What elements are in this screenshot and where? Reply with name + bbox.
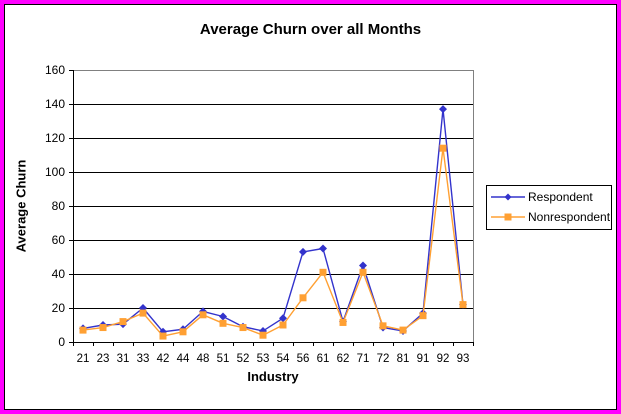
- y-tick-label: 40: [51, 267, 65, 281]
- x-tick-label: 21: [76, 353, 90, 365]
- x-tick-label: 62: [336, 353, 350, 365]
- marker-diamond-respondent: [439, 105, 447, 114]
- y-tick-label: 20: [51, 301, 65, 315]
- legend-item-nonrespondent: Nonrespondent: [487, 207, 611, 227]
- x-tick-label: 71: [356, 353, 370, 365]
- legend-items: Respondent Nonrespondent: [487, 187, 611, 227]
- y-tick-label: 120: [44, 131, 65, 145]
- legend-label-nonrespondent: Nonrespondent: [528, 210, 611, 224]
- marker-square-nonrespondent: [279, 321, 287, 329]
- marker-diamond-respondent: [359, 261, 367, 270]
- marker-square-nonrespondent: [299, 294, 307, 302]
- y-tick-label: 80: [51, 199, 65, 213]
- marker-square-nonrespondent: [339, 318, 347, 326]
- marker-square-nonrespondent: [359, 268, 367, 276]
- x-tick-label: 54: [276, 353, 290, 365]
- x-tick-label: 72: [376, 353, 390, 365]
- y-tick-label: 160: [44, 63, 65, 77]
- marker-square-nonrespondent: [379, 322, 387, 330]
- marker-square-nonrespondent: [139, 309, 147, 317]
- x-tick-label: 53: [256, 353, 270, 365]
- y-tick-label: 100: [44, 165, 65, 179]
- marker-square-nonrespondent: [459, 301, 467, 309]
- x-tick-label: 92: [436, 353, 450, 365]
- marker-square-nonrespondent: [399, 326, 407, 334]
- x-tick-label: 31: [116, 353, 130, 365]
- marker-square-nonrespondent: [199, 311, 207, 319]
- x-tick-label: 44: [176, 353, 190, 365]
- x-tick-label: 23: [96, 353, 110, 365]
- legend: Respondent Nonrespondent: [486, 185, 612, 230]
- marker-diamond-respondent: [219, 312, 227, 321]
- marker-diamond-respondent: [279, 314, 287, 323]
- marker-square-nonrespondent: [219, 319, 227, 327]
- x-tick-label: 52: [236, 353, 250, 365]
- x-tick-label: 81: [396, 353, 410, 365]
- legend-label-respondent: Respondent: [528, 190, 593, 204]
- legend-item-respondent: Respondent: [487, 187, 611, 207]
- y-tick-label: 140: [44, 97, 65, 111]
- marker-diamond-respondent: [319, 244, 327, 253]
- plot-area: [69, 70, 474, 346]
- marker-square-nonrespondent: [239, 324, 247, 332]
- legend-swatch-square-icon: [491, 213, 525, 221]
- marker-square-nonrespondent: [319, 268, 327, 276]
- x-tick-label: 93: [456, 353, 470, 365]
- series-line-respondent: [82, 108, 464, 333]
- marker-square-nonrespondent: [159, 332, 167, 340]
- x-tick-label: 61: [316, 353, 330, 365]
- chart-canvas: Average Churn over all Months Average Ch…: [4, 4, 617, 410]
- marker-diamond-respondent: [299, 247, 307, 256]
- x-tick-label: 42: [156, 353, 170, 365]
- x-tick-label: 56: [296, 353, 310, 365]
- marker-square-nonrespondent: [439, 144, 447, 152]
- chart-title: Average Churn over all Months: [199, 21, 422, 38]
- marker-square-nonrespondent: [259, 331, 267, 339]
- x-tick-label: 33: [136, 353, 150, 365]
- legend-swatch-diamond-icon: [491, 193, 525, 201]
- marker-square-nonrespondent: [99, 324, 107, 332]
- x-axis-title: Industry: [247, 369, 299, 384]
- marker-square-nonrespondent: [119, 318, 127, 326]
- y-tick-label: 0: [58, 335, 65, 349]
- marker-square-nonrespondent: [79, 326, 87, 334]
- marker-square-nonrespondent: [419, 312, 427, 320]
- y-tick-label: 60: [51, 233, 65, 247]
- x-tick-label: 48: [196, 353, 210, 365]
- x-tick-label: 51: [216, 353, 230, 365]
- x-tick-label: 91: [416, 353, 430, 365]
- marker-square-nonrespondent: [179, 328, 187, 336]
